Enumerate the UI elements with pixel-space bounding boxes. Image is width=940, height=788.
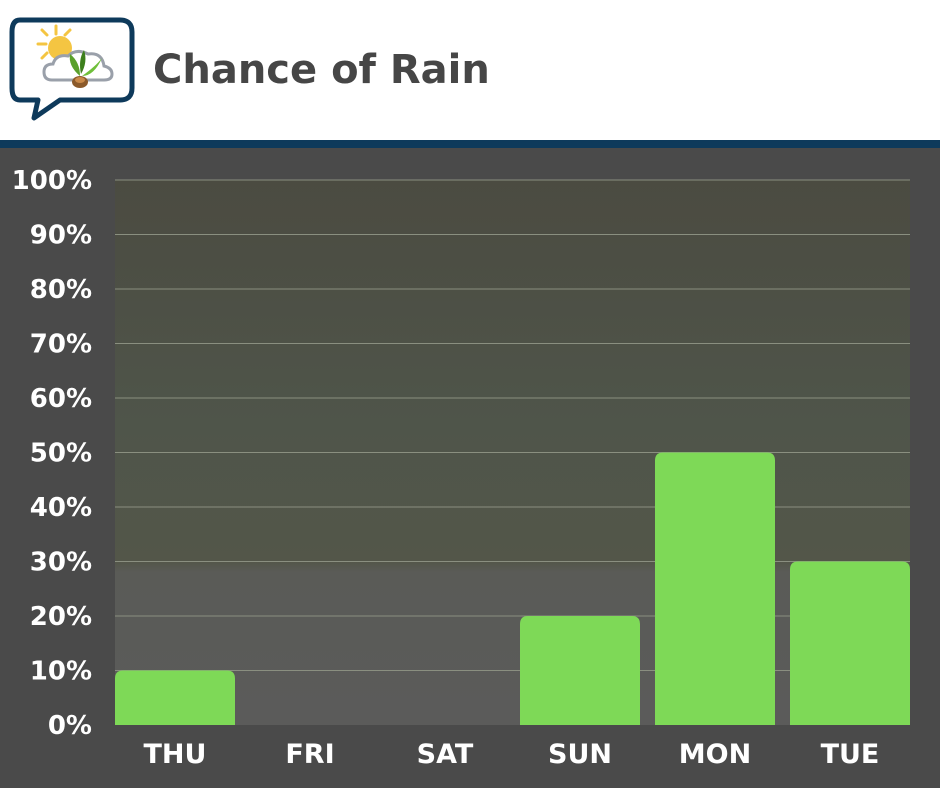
y-tick-label: 90% <box>30 221 92 251</box>
x-axis: THU FRI SAT SUN MON TUE <box>144 739 880 770</box>
x-tick-label: SAT <box>417 739 474 770</box>
gridlines <box>115 179 910 671</box>
y-tick-label: 30% <box>30 548 92 578</box>
x-tick-label: MON <box>679 739 751 770</box>
bar-sun <box>520 616 640 725</box>
y-axis: 0% 10% 20% 30% 40% 50% 60% 70% 80% 90% 100% <box>12 166 92 741</box>
rain-chance-chart: 0% 10% 20% 30% 40% 50% 60% 70% 80% 90% 100% THU FRI… <box>12 166 910 770</box>
weather-logo-icon <box>9 17 135 121</box>
bar-thu <box>115 670 235 725</box>
y-tick-label: 10% <box>30 657 92 687</box>
page-title: Chance of Rain <box>153 47 490 93</box>
y-tick-label: 20% <box>30 602 92 632</box>
header: Chance of Rain <box>0 0 940 140</box>
y-tick-label: 70% <box>30 330 92 360</box>
x-tick-label: TUE <box>821 739 880 770</box>
bars <box>115 452 910 725</box>
y-tick-label: 50% <box>30 439 92 469</box>
y-tick-label: 0% <box>48 711 92 741</box>
x-tick-label: FRI <box>285 739 334 770</box>
bar-mon <box>655 452 775 725</box>
y-tick-label: 60% <box>30 384 92 414</box>
header-divider <box>0 140 940 148</box>
y-tick-label: 80% <box>30 275 92 305</box>
x-tick-label: SUN <box>548 739 612 770</box>
y-tick-label: 100% <box>12 166 92 196</box>
y-tick-label: 40% <box>30 493 92 523</box>
bar-tue <box>790 561 910 725</box>
x-tick-label: THU <box>144 739 207 770</box>
